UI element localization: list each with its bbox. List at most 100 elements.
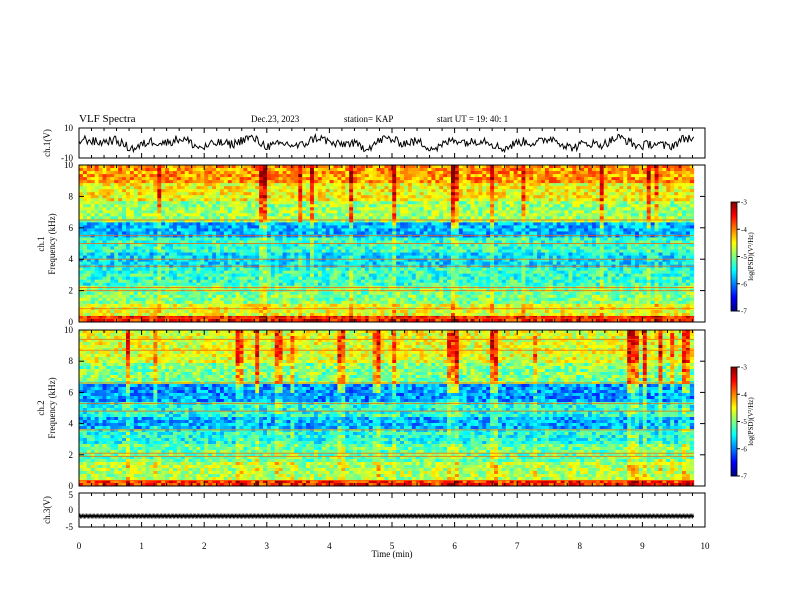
spectrogram-cell — [353, 216, 358, 220]
spectrogram-cell — [204, 204, 209, 208]
spectrogram-cell — [106, 210, 111, 214]
spectrogram-cell — [470, 252, 475, 256]
spectrogram-cell — [286, 168, 291, 172]
spectrogram-cell — [505, 171, 511, 175]
spectrogram-cell — [474, 237, 479, 241]
spectrogram-cell — [564, 219, 569, 223]
spectrogram-cell — [681, 177, 687, 181]
spectrogram-cell — [266, 174, 272, 178]
spectrogram-cell — [313, 189, 319, 193]
spectrogram-cell — [290, 201, 295, 205]
spectrogram-cell — [118, 252, 123, 256]
spectrogram-cell — [482, 207, 487, 211]
spectrogram-cell — [486, 204, 491, 208]
spectrogram-cell — [521, 201, 526, 205]
spectrogram-cell — [223, 219, 229, 223]
spectrogram-cell — [333, 237, 338, 241]
spectrogram-cell — [415, 207, 421, 211]
spectrogram-cell — [423, 240, 428, 244]
spectrogram-cell — [678, 183, 683, 187]
spectrogram-cell — [227, 195, 233, 199]
spectrogram-cell — [286, 225, 291, 229]
spectrogram-cell — [94, 255, 99, 259]
spectrogram-cell — [415, 237, 421, 241]
spectrogram-cell — [623, 177, 628, 181]
spectrogram-cell — [353, 186, 358, 190]
spectrogram-cell — [302, 189, 307, 193]
spectrogram-cell — [212, 195, 217, 199]
spectrogram-cell — [623, 189, 628, 193]
spectrogram-cell — [580, 195, 585, 199]
spectrogram-cell — [114, 252, 119, 256]
spectrogram-cell — [188, 183, 193, 187]
spectrogram-cell — [486, 168, 491, 172]
spectrogram-cell — [270, 189, 276, 193]
spectrogram-cell — [486, 255, 491, 259]
spectrogram-cell — [384, 246, 389, 250]
spectrogram-cell — [497, 186, 503, 190]
spectrogram-cell — [145, 177, 150, 181]
spectrogram-cell — [286, 246, 291, 250]
spectrogram-cell — [611, 177, 616, 181]
spectrogram-cell — [145, 201, 150, 205]
spectrogram-cell — [188, 174, 193, 178]
spectrogram-cell — [439, 219, 444, 223]
spectrogram-cell — [345, 216, 350, 220]
spectrogram-cell — [137, 174, 143, 178]
spectrogram-cell — [251, 219, 256, 223]
spectrogram-cell — [227, 198, 233, 202]
spectrogram-cell — [435, 252, 440, 256]
spectrogram-cell — [458, 168, 464, 172]
spectrogram-cell — [219, 222, 225, 226]
spectrogram-cell — [423, 255, 428, 259]
spectrogram-cell — [184, 168, 190, 172]
spectrogram-cell — [411, 177, 417, 181]
spectrogram-cell — [263, 183, 268, 187]
spectrogram-cell — [388, 240, 393, 244]
spectrogram-cell — [290, 186, 295, 190]
spectrogram-cell — [165, 168, 170, 172]
spectrogram-cell — [192, 204, 197, 208]
spectrogram-cell — [635, 213, 640, 217]
spectrogram-cell — [654, 174, 659, 178]
spectrogram-cell — [470, 204, 475, 208]
spectrogram-cell — [537, 198, 542, 202]
spectrogram-cell — [329, 210, 334, 214]
spectrogram-cell — [345, 192, 350, 196]
spectrogram-cell — [384, 174, 389, 178]
spectrogram-cell — [427, 219, 432, 223]
spectrogram-cell — [180, 237, 186, 241]
spectrogram-cell — [447, 231, 452, 235]
spectrogram-cell — [638, 249, 644, 253]
spectrogram-cell — [458, 210, 464, 214]
spectrogram-cell — [239, 228, 244, 232]
spectrogram-cell — [517, 216, 522, 220]
spectrogram-cell — [376, 213, 381, 217]
spectrogram-cell — [294, 222, 299, 226]
spectrogram-cell — [219, 240, 225, 244]
spectrogram-cell — [537, 177, 542, 181]
spectrogram-cell — [333, 195, 338, 199]
spectrogram-cell — [341, 249, 346, 253]
spectrogram-cell — [372, 207, 377, 211]
spectrogram-cell — [486, 180, 491, 184]
spectrogram-cell — [219, 165, 225, 169]
spectrogram-cell — [337, 189, 342, 193]
spectrogram-cell — [541, 243, 546, 247]
spectrogram-cell — [548, 189, 554, 193]
spectrogram-cell — [231, 171, 237, 175]
spectrogram-cell — [161, 183, 166, 187]
spectrogram-cell — [157, 195, 162, 199]
spectrogram-cell — [494, 192, 499, 196]
spectrogram-cell — [353, 240, 358, 244]
spectrogram-cell — [396, 225, 401, 229]
spectrogram-cell — [353, 168, 358, 172]
spectrogram-cell — [129, 255, 135, 259]
spectrogram-cell — [219, 255, 225, 259]
spectrogram-cell — [431, 219, 436, 223]
spectrogram-cell — [286, 204, 291, 208]
spectrogram-cell — [431, 201, 436, 205]
spectrogram-cell — [133, 192, 139, 196]
spectrogram-cell — [588, 198, 593, 202]
spectrogram-cell — [239, 213, 244, 217]
